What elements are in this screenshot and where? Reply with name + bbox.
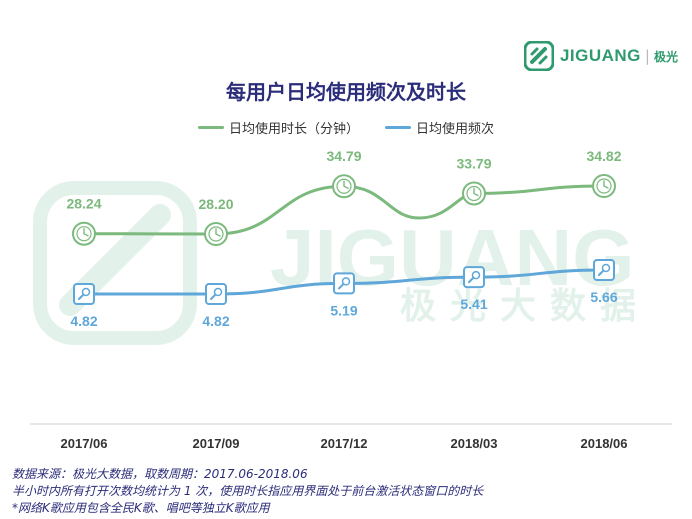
footnote-definition: 半小时内所有打开次数均统计为 1 次，使用时长指应用界面处于前台激活状态窗口的时… — [12, 484, 484, 498]
x-tick-label: 2018/03 — [451, 436, 498, 451]
watermark-text-cn: 极光大数据 — [400, 286, 650, 327]
microphone-icon — [463, 266, 485, 289]
data-label: 5.41 — [460, 296, 487, 312]
watermark-text-en: JIGUANG — [270, 213, 635, 302]
data-label: 5.66 — [590, 289, 617, 305]
series-line-0 — [82, 184, 606, 236]
watermark-logo-icon — [33, 181, 197, 345]
legend-label-frequency: 日均使用频次 — [416, 122, 495, 137]
jiguang-logo-icon — [523, 41, 554, 71]
microphone-icon — [333, 272, 355, 295]
brand-logo: JIGUANG | 极光 — [523, 40, 678, 72]
legend-label-duration: 日均使用时长（分钟） — [228, 122, 359, 137]
microphone-icon — [73, 283, 95, 305]
x-tick-label: 2017/12 — [321, 436, 368, 451]
legend-swatch-duration — [197, 126, 224, 129]
legend-item-duration: 日均使用时长（分钟） — [197, 118, 359, 137]
brand-name: JIGUANG — [559, 46, 641, 65]
clock-icon — [72, 221, 96, 246]
clock-icon — [332, 174, 356, 199]
legend-item-frequency: 日均使用频次 — [385, 118, 494, 137]
plot-area: 28.24 28.20 34.79 33.79 34.82 4.82 4.82 5.19 5.4… — [66, 148, 621, 329]
data-label: 5.19 — [330, 302, 357, 318]
footnote-scope: *网络K歌应用包含全民K歌、唱吧等独立K歌应用 — [12, 501, 270, 515]
x-tick-label: 2018/06 — [581, 436, 628, 451]
x-axis-tick-labels: 2017/06 2017/09 2017/12 2018/03 2018/06 — [61, 436, 628, 451]
chart-title: 每用户日均使用频次及时长 — [226, 80, 466, 104]
data-label: 4.82 — [70, 313, 97, 329]
data-label: 28.24 — [66, 196, 101, 212]
data-label: 34.79 — [326, 148, 361, 164]
x-tick-label: 2017/06 — [61, 436, 108, 451]
data-label: 34.82 — [586, 148, 621, 164]
brand-separator: | — [644, 47, 650, 65]
clock-icon — [592, 174, 616, 198]
chart-legend: 日均使用时长（分钟） 日均使用频次 — [0, 118, 692, 137]
clock-icon — [204, 222, 228, 246]
data-label: 33.79 — [456, 155, 491, 171]
data-label: 4.82 — [202, 313, 229, 329]
microphone-icon — [205, 283, 227, 305]
footnote-source: 数据来源：极光大数据，取数周期：2017.06-2018.06 — [12, 467, 308, 481]
microphone-icon — [593, 259, 615, 281]
clock-icon — [462, 181, 486, 206]
legend-swatch-frequency — [385, 126, 411, 129]
x-tick-label: 2017/09 — [193, 436, 240, 451]
brand-name-cn: 极光 — [653, 49, 678, 64]
data-label: 28.20 — [198, 196, 233, 212]
footnotes: 数据来源：极光大数据，取数周期：2017.06-2018.06 半小时内所有打开… — [12, 466, 483, 517]
